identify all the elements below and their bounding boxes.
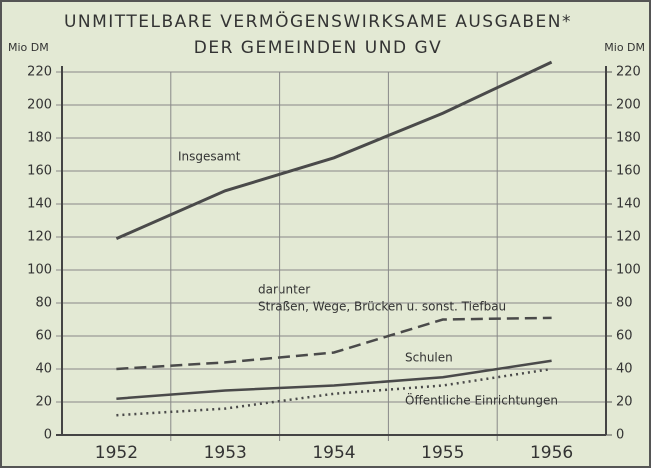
- y2-tick-label: 20: [616, 395, 633, 410]
- series-line: [116, 316, 552, 371]
- y2-tick-label: 120: [616, 230, 641, 245]
- y-tick-label: 200: [27, 98, 52, 113]
- y2-tick-label: 40: [616, 362, 633, 377]
- y2-tick-label: 0: [616, 428, 624, 443]
- y2-tick-label: 220: [616, 65, 641, 80]
- y2-tick-label: 140: [616, 197, 641, 212]
- x-tick-label: 1956: [530, 443, 573, 463]
- y2-tick-label: 100: [616, 263, 641, 278]
- x-tick-label: 1955: [421, 443, 464, 463]
- y2-tick-label: 180: [616, 131, 641, 146]
- series-line: [115, 60, 553, 241]
- y-tick-label: 80: [35, 296, 52, 311]
- y-tick-label: 220: [27, 65, 52, 80]
- y-tick-label: 140: [27, 197, 52, 212]
- y-tick-label: 40: [35, 362, 52, 377]
- x-tick-label: 1954: [312, 443, 355, 463]
- chart-subtitle: DER GEMEINDEN UND GV: [194, 38, 443, 58]
- y-tick-label: 100: [27, 263, 52, 278]
- annotation: darunter: [258, 283, 310, 297]
- chart-title: UNMITTELBARE VERMÖGENSWIRKSAME AUSGABEN*: [64, 10, 572, 32]
- y2-tick-label: 80: [616, 296, 633, 311]
- series-label: Insgesamt: [178, 150, 241, 164]
- y-tick-label: 60: [35, 329, 52, 344]
- series-line: [116, 359, 552, 400]
- x-tick-label: 1952: [95, 443, 138, 463]
- series-label: Straßen, Wege, Brücken u. sonst. Tiefbau: [258, 300, 506, 314]
- y-tick-label: 120: [27, 230, 52, 245]
- y-tick-label: 180: [27, 131, 52, 146]
- y2-axis-label: Mio DM: [604, 41, 645, 54]
- y2-tick-label: 160: [616, 164, 641, 179]
- y-tick-label: 0: [44, 428, 52, 443]
- y-axis-label: Mio DM: [8, 41, 49, 54]
- series-label: Schulen: [405, 351, 453, 365]
- series-line: [116, 367, 552, 417]
- y-tick-label: 20: [35, 395, 52, 410]
- y-tick-label: 160: [27, 164, 52, 179]
- y2-tick-label: 200: [616, 98, 641, 113]
- series-label: Öffentliche Einrichtungen: [405, 392, 558, 408]
- y2-tick-label: 60: [616, 329, 633, 344]
- x-tick-label: 1953: [204, 443, 247, 463]
